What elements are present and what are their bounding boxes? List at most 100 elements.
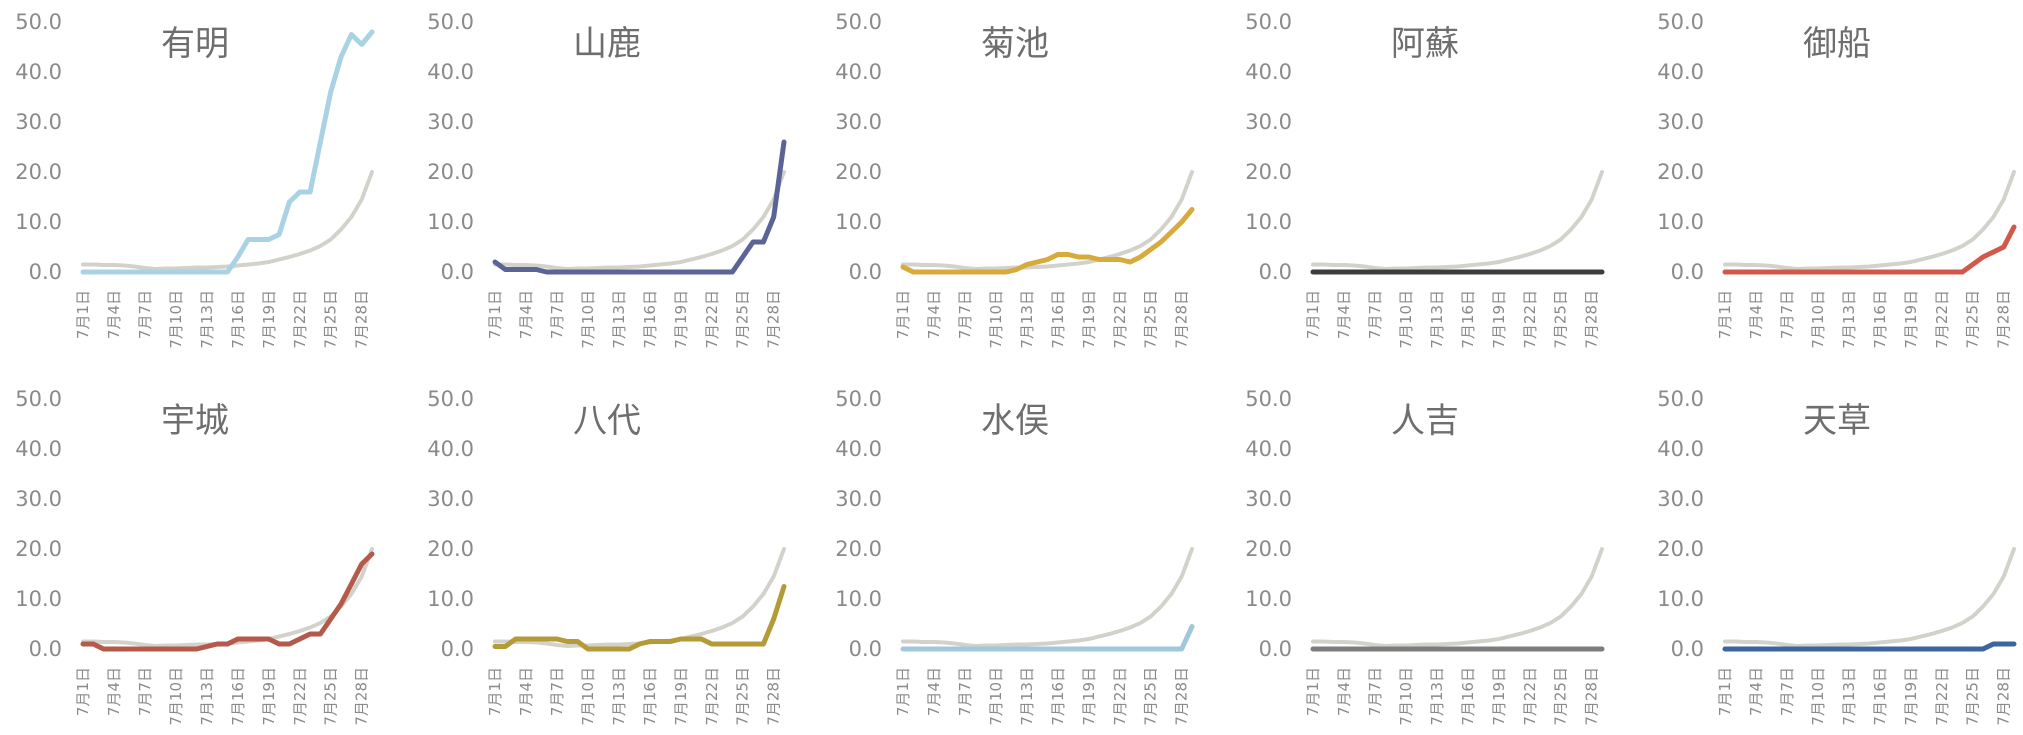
x-tick-label: 7月28日 xyxy=(1995,290,2013,349)
x-tick-label: 7月1日 xyxy=(486,667,504,716)
x-tick-label: 7月25日 xyxy=(1142,290,1160,349)
x-tick-label: 7月7日 xyxy=(956,290,974,339)
y-tick-label: 30.0 xyxy=(835,487,882,511)
x-tick-label: 7月10日 xyxy=(579,667,597,726)
x-tick-label: 7月16日 xyxy=(229,290,247,349)
x-tick-label: 7月13日 xyxy=(610,290,628,349)
x-tick-label: 7月19日 xyxy=(1490,290,1508,349)
x-tick-label: 7月22日 xyxy=(291,667,309,726)
y-tick-label: 50.0 xyxy=(15,387,62,411)
x-tick-label: 7月28日 xyxy=(1583,667,1601,726)
y-tick-label: 10.0 xyxy=(1657,587,1704,611)
y-tick-label: 50.0 xyxy=(1657,387,1704,411)
y-tick-label: 50.0 xyxy=(427,10,474,34)
y-tick-label: 30.0 xyxy=(1245,487,1292,511)
y-tick-label: 0.0 xyxy=(29,260,62,284)
x-tick-label: 7月22日 xyxy=(291,290,309,349)
chart-panel: 天草 0.0 10.0 20.0 30.0 40.0 50.0 7月1日 7月4日 7月7日 7月1… xyxy=(1657,387,2017,726)
y-tick-label: 20.0 xyxy=(1245,537,1292,561)
y-tick-label: 10.0 xyxy=(835,210,882,234)
y-tick-label: 20.0 xyxy=(835,537,882,561)
y-tick-label: 30.0 xyxy=(427,110,474,134)
y-tick-label: 50.0 xyxy=(1245,10,1292,34)
y-tick-label: 40.0 xyxy=(15,60,62,84)
y-tick-label: 10.0 xyxy=(15,587,62,611)
chart-panel: 有明 0.0 10.0 20.0 30.0 40.0 50.0 7月1日 7月4日 7月7日 7月1… xyxy=(15,10,375,349)
y-tick-label: 10.0 xyxy=(1657,210,1704,234)
chart-title: 人吉 xyxy=(1391,401,1459,441)
y-tick-label: 20.0 xyxy=(427,160,474,184)
y-tick-label: 30.0 xyxy=(1245,110,1292,134)
x-tick-label: 7月4日 xyxy=(517,667,535,716)
y-tick-label: 10.0 xyxy=(1245,587,1292,611)
x-tick-label: 7月1日 xyxy=(1716,290,1734,339)
y-tick-label: 40.0 xyxy=(15,437,62,461)
x-tick-label: 7月19日 xyxy=(672,290,690,349)
y-tick-label: 10.0 xyxy=(427,210,474,234)
chart-title: 有明 xyxy=(161,24,229,64)
x-tick-label: 7月28日 xyxy=(1583,290,1601,349)
chart-title: 菊池 xyxy=(981,24,1049,64)
x-tick-label: 7月7日 xyxy=(548,667,566,716)
series-line xyxy=(80,29,375,275)
y-tick-label: 0.0 xyxy=(29,637,62,661)
chart-title: 水俣 xyxy=(981,401,1049,441)
series-line xyxy=(80,551,375,652)
y-tick-label: 20.0 xyxy=(835,160,882,184)
y-tick-label: 40.0 xyxy=(835,60,882,84)
x-tick-label: 7月7日 xyxy=(1366,667,1384,716)
y-tick-label: 30.0 xyxy=(15,110,62,134)
x-tick-label: 7月25日 xyxy=(1552,667,1570,726)
y-tick-label: 10.0 xyxy=(15,210,62,234)
x-tick-label: 7月4日 xyxy=(1335,290,1353,339)
x-tick-label: 7月13日 xyxy=(1840,667,1858,726)
reference-series-line xyxy=(1723,547,2016,648)
y-tick-label: 20.0 xyxy=(1245,160,1292,184)
x-tick-label: 7月10日 xyxy=(579,290,597,349)
y-tick-label: 20.0 xyxy=(15,160,62,184)
x-tick-label: 7月25日 xyxy=(1964,290,1982,349)
x-tick-label: 7月16日 xyxy=(1459,290,1477,349)
x-tick-label: 7月28日 xyxy=(1995,667,2013,726)
x-tick-label: 7月10日 xyxy=(987,667,1005,726)
x-tick-label: 7月10日 xyxy=(1809,667,1827,726)
x-tick-label: 7月25日 xyxy=(1142,667,1160,726)
reference-series-line xyxy=(493,170,786,271)
y-tick-label: 0.0 xyxy=(849,260,882,284)
y-tick-label: 30.0 xyxy=(1657,487,1704,511)
x-tick-label: 7月10日 xyxy=(1809,290,1827,349)
y-tick-label: 40.0 xyxy=(1245,437,1292,461)
reference-series-line xyxy=(1723,170,2016,271)
y-tick-label: 0.0 xyxy=(1259,260,1292,284)
y-tick-label: 10.0 xyxy=(835,587,882,611)
chart-title: 山鹿 xyxy=(573,24,641,64)
x-tick-label: 7月4日 xyxy=(925,667,943,716)
y-tick-label: 0.0 xyxy=(441,637,474,661)
y-tick-label: 10.0 xyxy=(1245,210,1292,234)
x-tick-label: 7月10日 xyxy=(167,290,185,349)
x-tick-label: 7月7日 xyxy=(1778,667,1796,716)
x-tick-label: 7月22日 xyxy=(1111,667,1129,726)
chart-panel: 御船 0.0 10.0 20.0 30.0 40.0 50.0 7月1日 7月4日 7月7日 7月1… xyxy=(1657,10,2017,349)
reference-series-line xyxy=(493,547,786,648)
x-tick-label: 7月22日 xyxy=(1933,667,1951,726)
chart-title: 八代 xyxy=(573,401,641,441)
y-tick-label: 50.0 xyxy=(1245,387,1292,411)
reference-series-line xyxy=(1311,547,1604,648)
x-tick-label: 7月25日 xyxy=(734,290,752,349)
y-tick-label: 30.0 xyxy=(835,110,882,134)
x-tick-label: 7月1日 xyxy=(1304,667,1322,716)
y-tick-label: 10.0 xyxy=(427,587,474,611)
y-tick-label: 40.0 xyxy=(1245,60,1292,84)
x-tick-label: 7月10日 xyxy=(987,290,1005,349)
x-tick-label: 7月1日 xyxy=(1304,290,1322,339)
x-tick-label: 7月19日 xyxy=(1902,667,1920,726)
x-tick-label: 7月16日 xyxy=(1871,290,1889,349)
chart-title: 天草 xyxy=(1803,401,1871,441)
y-tick-label: 40.0 xyxy=(835,437,882,461)
x-tick-label: 7月16日 xyxy=(1459,667,1477,726)
chart-panel: 阿蘇 0.0 10.0 20.0 30.0 40.0 50.0 7月1日 7月4日 7月7日 7月1… xyxy=(1245,10,1605,349)
series-line xyxy=(900,207,1195,275)
y-tick-label: 20.0 xyxy=(1657,537,1704,561)
x-tick-label: 7月19日 xyxy=(260,667,278,726)
